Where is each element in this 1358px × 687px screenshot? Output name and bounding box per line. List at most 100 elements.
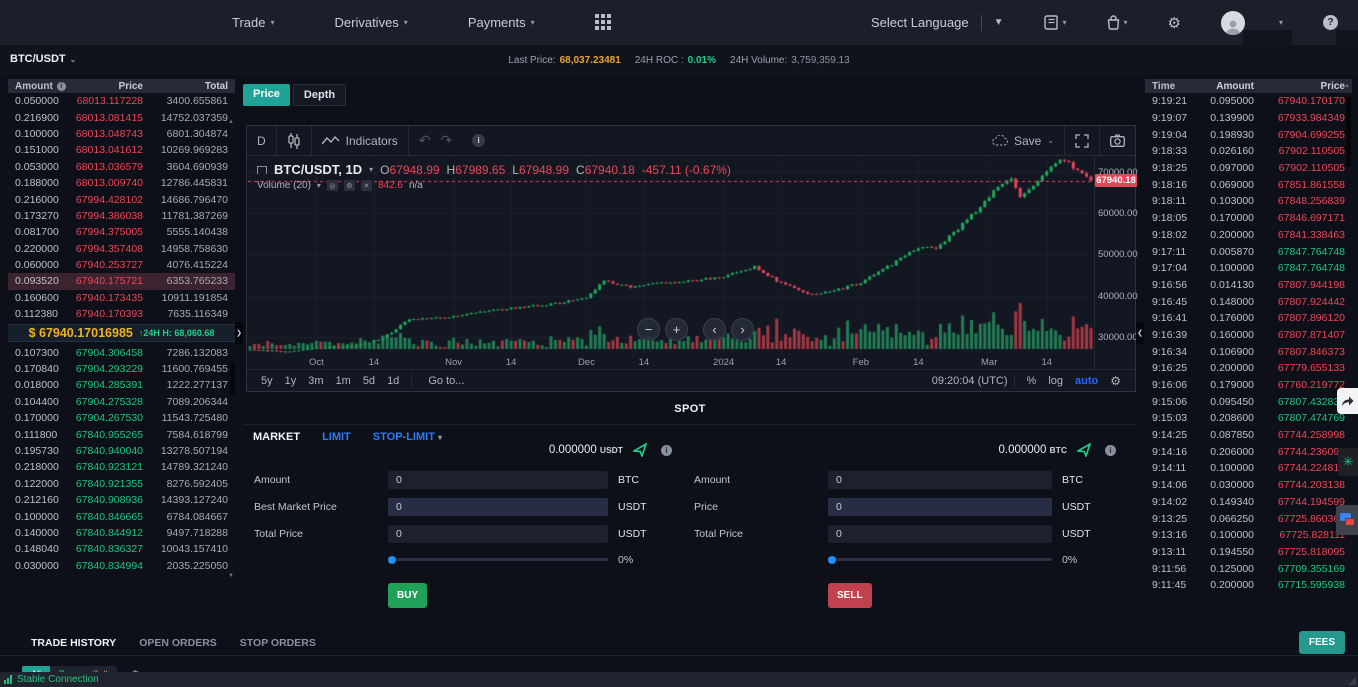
bid-row[interactable]: 0.107300 67904.306458 7286.132083 [8,344,235,360]
buy-amount-input[interactable]: 0 [388,471,608,489]
trade-row[interactable]: 9:13:11 0.194550 67725.818095 [1145,544,1352,561]
sell-price-input[interactable]: 0 [828,498,1052,516]
trade-row[interactable]: 9:19:07 0.139900 67933.984349 [1145,110,1352,127]
axis-settings-gear-icon[interactable]: ⚙ [1110,374,1121,388]
log-scale-button[interactable]: log [1048,375,1063,387]
bid-row[interactable]: 0.018000 67904.285391 1222.277137 [8,377,235,393]
sell-percent-slider[interactable] [828,555,1052,564]
info-icon[interactable]: i [1105,444,1116,456]
trade-row[interactable]: 9:18:02 0.200000 67841.338463 [1145,227,1352,244]
apps-grid-icon[interactable] [594,14,612,31]
percent-scale-button[interactable]: % [1026,375,1037,387]
tab-market[interactable]: MARKET [253,431,301,443]
auto-scale-button[interactable]: auto [1075,375,1099,387]
trade-row[interactable]: 9:16:56 0.014130 67807.944198 [1145,277,1352,294]
info-icon[interactable]: i [661,444,672,456]
pair-selector[interactable]: BTC/USDT ⌄ [10,53,76,65]
range-3m[interactable]: 3m [308,375,324,387]
trade-row[interactable]: 9:19:21 0.095000 67940.170170 [1145,93,1352,110]
sell-button[interactable]: SELL [828,583,872,608]
trade-row[interactable]: 9:16:45 0.148000 67807.924442 [1145,293,1352,310]
trade-row[interactable]: 9:18:11 0.103000 67848.256839 [1145,193,1352,210]
time-axis[interactable]: Oct 14 Nov 14 Dec 14 2024 14 Feb 14 Mar 14 [248,355,1093,369]
trade-row[interactable]: 9:19:04 0.198930 67904.699255 [1145,126,1352,143]
bid-row[interactable]: 0.100000 67840.846665 6784.084667 [8,508,235,524]
scroll-up-icon[interactable]: ▲ [228,119,234,125]
range-5y[interactable]: 5y [261,375,273,387]
range-5d[interactable]: 5d [362,375,376,387]
save-layout-button[interactable]: Save ⌄ [982,126,1064,155]
volume-legend[interactable]: Volume (20) ▾ ◎ ⚙ ✕ 842.6 n/a [257,180,423,191]
trade-row[interactable]: 9:17:04 0.100000 67847.764748 [1145,260,1352,277]
fees-button[interactable]: FEES [1298,631,1345,654]
trade-row[interactable]: 9:11:56 0.125000 67709.355169 [1145,560,1352,577]
trade-row[interactable]: 9:16:34 0.106900 67807.846373 [1145,343,1352,360]
ask-row[interactable]: 0.050000 68013.117228 3400.655861 [8,93,235,109]
slider-handle[interactable] [828,555,836,564]
trade-row[interactable]: 9:16:39 0.160000 67807.871407 [1145,327,1352,344]
chart-legend[interactable]: BTC/USDT, 1D ▾ O67948.99 H67989.65 L6794… [257,162,731,177]
trades-scrollbar[interactable] [1346,97,1351,167]
tab-stop-orders[interactable]: STOP ORDERS [239,636,316,649]
nav-payments[interactable]: Payments ▾ [468,15,535,30]
bid-row[interactable]: 0.170840 67904.293229 11600.769455 [8,361,235,377]
range-1y[interactable]: 1y [284,375,297,387]
transfer-cursor-icon[interactable] [633,443,647,457]
ask-row[interactable]: 0.151000 68013.041612 10269.969283 [8,142,235,158]
chart-info-icon[interactable]: i [462,126,495,155]
bid-row[interactable]: 0.111800 67840.955265 7584.618799 [8,426,235,442]
trade-row[interactable]: 9:13:16 0.100000 67725.828111 [1145,527,1352,544]
slider-handle[interactable] [388,555,396,564]
trade-row[interactable]: 9:16:25 0.200000 67779.655133 [1145,360,1352,377]
ask-row[interactable]: 0.093520 67940.175721 6353.765233 [8,273,235,290]
ask-row[interactable]: 0.216900 68013.081415 14752.037359 [8,109,235,125]
zoom-out-button[interactable]: − [637,318,660,341]
trade-row[interactable]: 9:13:25 0.066250 67725.860361 [1145,510,1352,527]
tab-stop-limit[interactable]: STOP-LIMIT ▾ [372,431,442,443]
trade-row[interactable]: 9:14:02 0.149340 67744.194599 [1145,494,1352,511]
range-1d[interactable]: 1d [387,375,400,387]
trade-row[interactable]: 9:14:16 0.206000 67744.236098 [1145,443,1352,460]
trade-row[interactable]: 9:18:05 0.170000 67846.697171 [1145,210,1352,227]
trade-row[interactable]: 9:14:11 0.100000 67744.224817 [1145,460,1352,477]
current-price-bar[interactable]: $ 67940.17016985 ↑24H H: 68,060.68 [8,324,235,343]
tab-trade-history[interactable]: TRADE HISTORY [31,636,117,649]
indicator-settings-icon[interactable]: ⚙ [343,180,355,191]
trade-row[interactable]: 9:11:45 0.200000 67715.595938 [1145,577,1352,594]
bid-row[interactable]: 0.140000 67840.844912 9497.718288 [8,525,235,541]
scroll-left-button[interactable]: ‹ [703,318,726,341]
bid-row[interactable]: 0.195730 67840.940040 13278.507194 [8,443,235,459]
nav-trade[interactable]: Trade ▾ [232,15,275,30]
bid-row[interactable]: 0.212160 67840.908936 14393.127240 [8,492,235,508]
snapshot-camera-icon[interactable] [1100,126,1135,155]
nav-derivatives[interactable]: Derivatives ▾ [335,15,408,30]
ask-row[interactable]: 0.112380 67940.170393 7635.116349 [8,306,235,322]
bid-row[interactable]: 0.170000 67904.267530 11543.725480 [8,410,235,426]
scroll-down-icon[interactable]: ▼ [228,573,234,579]
sell-total-input[interactable]: 0 [828,525,1052,543]
redo-icon[interactable]: ↷ [440,132,453,148]
ask-row[interactable]: 0.220000 67994.357408 14958.758630 [8,241,235,257]
clock[interactable]: 09:20:04 (UTC) [931,375,1008,387]
interval-button[interactable]: D [257,133,266,148]
fullscreen-icon[interactable] [1065,126,1099,155]
help-icon[interactable]: ? [1323,15,1338,30]
undo-icon[interactable]: ↶ [418,132,431,148]
sell-amount-input[interactable]: 0 [828,471,1052,489]
transfer-cursor-icon[interactable] [1077,443,1091,457]
ask-row[interactable]: 0.160600 67940.173435 10911.191854 [8,290,235,306]
trade-row[interactable]: 9:16:06 0.179000 67760.219772 [1145,377,1352,394]
assistant-extension-button[interactable]: ✳ [1338,448,1358,476]
collapse-trades-handle[interactable]: ❮ [1136,322,1144,344]
tab-depth[interactable]: Depth [292,84,347,106]
ask-row[interactable]: 0.100000 68013.048743 6801.304874 [8,126,235,142]
account-dropdown-icon[interactable]: ▾ [1278,18,1283,27]
ask-row[interactable]: 0.053000 68013.036579 3604.690939 [8,159,235,175]
trade-row[interactable]: 9:15:03 0.208600 67807.474769 [1145,410,1352,427]
bid-row[interactable]: 0.030000 67840.834994 2035.225050 [8,558,235,574]
bid-row[interactable]: 0.122000 67840.921355 8276.592405 [8,476,235,492]
remove-indicator-icon[interactable]: ✕ [360,180,372,191]
ask-row[interactable]: 0.216000 67994.428102 14686.796470 [8,191,235,207]
buy-price-input[interactable]: 0 [388,498,608,516]
zoom-in-button[interactable]: + [665,318,688,341]
